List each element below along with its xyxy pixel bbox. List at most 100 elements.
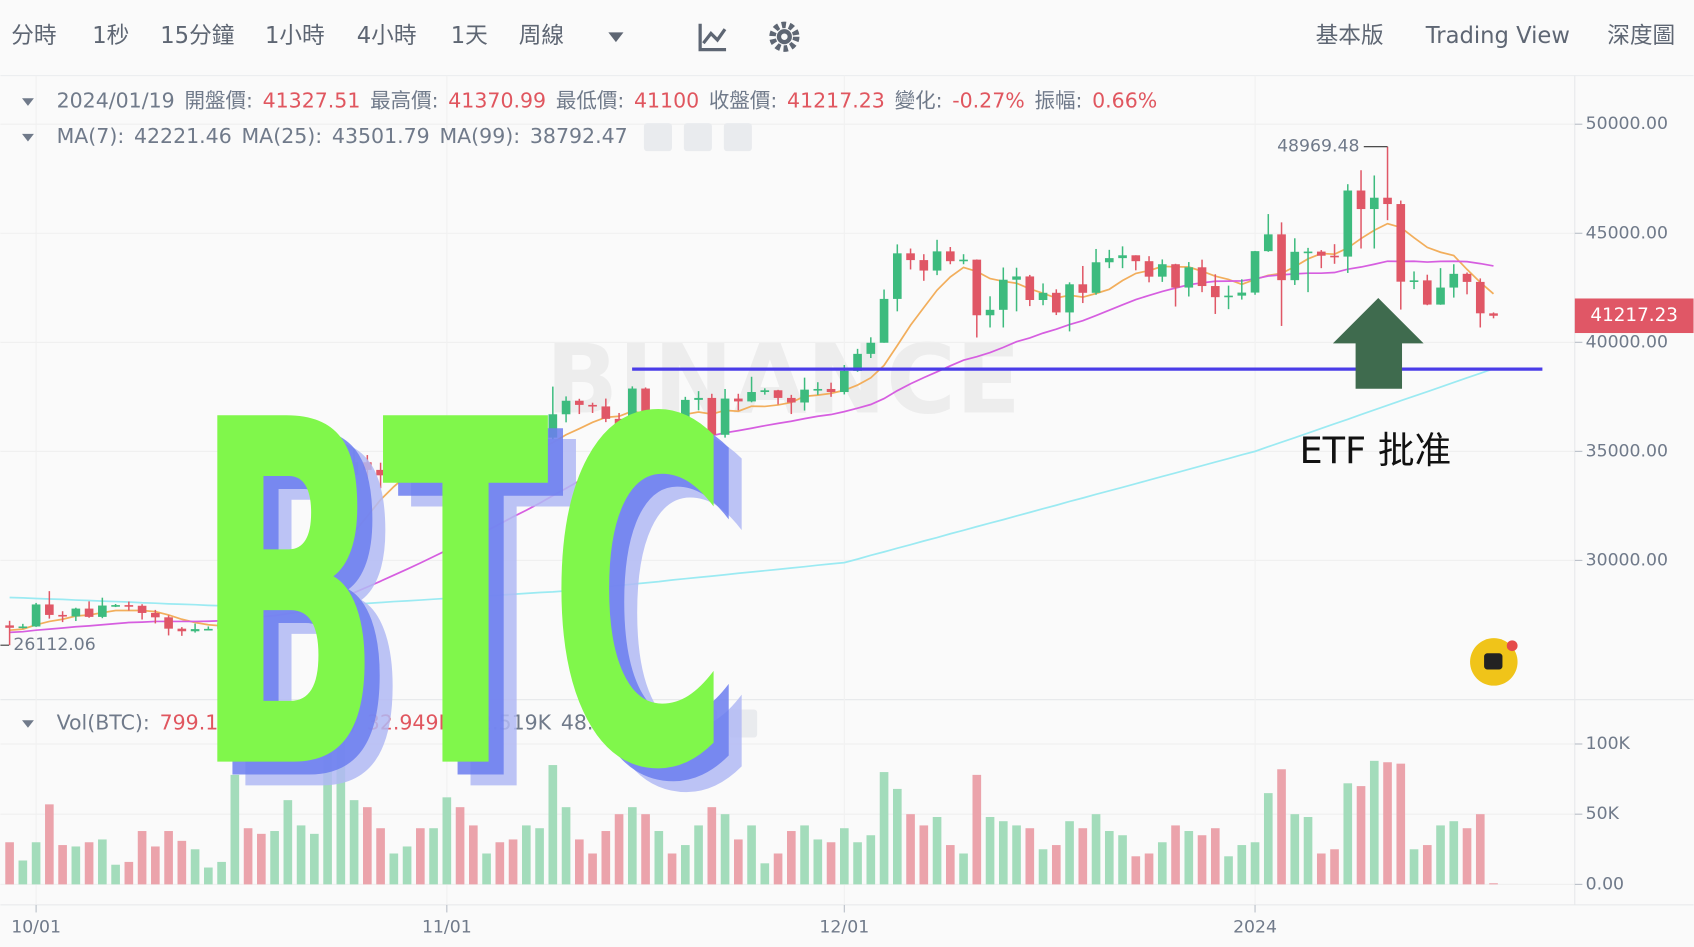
settings-icon[interactable] (769, 21, 800, 52)
candle-body (1263, 234, 1273, 252)
candle-body (1277, 234, 1286, 281)
volume-bar (1316, 853, 1326, 885)
volume-bar (18, 860, 28, 885)
volume-bar (575, 839, 584, 885)
legend-text: 41217.23 (787, 89, 885, 113)
volume-bar (866, 835, 876, 885)
volume-bar (1489, 883, 1498, 885)
volume-bar (906, 814, 915, 885)
legend-text: 最低價: (556, 89, 624, 113)
legend-text: 43501.79 (332, 124, 430, 148)
candle-body (1449, 273, 1459, 288)
legend-text: 開盤價: (184, 89, 252, 113)
volume-bar (1224, 856, 1233, 885)
volume-bar (442, 797, 452, 885)
candle-body (800, 389, 809, 403)
candle-body (71, 608, 81, 617)
candle-body (177, 628, 187, 632)
volume-bar (1184, 831, 1194, 885)
volume-bar (1025, 828, 1035, 885)
volume-bar (1422, 845, 1432, 885)
legend-text: MA(99): (439, 124, 520, 148)
candle-body (548, 414, 558, 438)
interval[interactable]: 1小時 (265, 23, 325, 49)
candle-body (1025, 276, 1035, 300)
chart-type-icon[interactable] (698, 23, 727, 52)
candle-body (575, 400, 584, 405)
volume-bar (892, 788, 902, 885)
candle-body (1210, 286, 1220, 298)
volume-bar (71, 846, 81, 885)
interval[interactable]: 周線 (519, 23, 564, 49)
volume-bar (1210, 828, 1220, 885)
dropdown[interactable] (608, 32, 624, 43)
volume-bar (402, 846, 412, 885)
candle-body (1396, 204, 1406, 282)
interval[interactable]: 15分鐘 (160, 23, 234, 49)
interval[interactable]: 分時 (11, 23, 56, 49)
volume-bar (1449, 821, 1459, 885)
candle-body (1462, 273, 1472, 282)
interval[interactable]: 1秒 (92, 23, 129, 49)
volume-bar (217, 861, 226, 885)
candle-body (1144, 261, 1154, 277)
candle-body (1171, 264, 1180, 288)
volume-bar (177, 840, 187, 885)
candle-body (31, 604, 41, 627)
volume-bar (1290, 814, 1300, 885)
y-tick-label: 100K (1586, 734, 1631, 754)
annotation: ETF 批准 (1299, 429, 1451, 472)
candle-body (1038, 292, 1048, 300)
interval[interactable]: 1天 (451, 23, 488, 49)
candle-body (1489, 313, 1498, 316)
candle-body (84, 608, 94, 617)
ma-line (9, 367, 1494, 610)
interval[interactable]: 4小時 (357, 23, 417, 49)
legend-text: 48.21K (561, 710, 634, 734)
candle-body (1118, 255, 1127, 259)
candle-body (813, 388, 823, 391)
volume-bar (959, 853, 968, 885)
volume-bar (919, 825, 929, 885)
candle-body (1475, 281, 1485, 314)
volume-bar (800, 825, 809, 885)
candle-body (217, 622, 226, 629)
volume-bar (720, 814, 730, 885)
candle-body (310, 560, 319, 563)
collapse-caret (22, 98, 34, 106)
volume-bar (985, 816, 995, 885)
candle-body (786, 397, 796, 403)
ma-line (9, 260, 1494, 634)
candle-body (323, 493, 332, 561)
candle-body (469, 452, 478, 458)
candle-body (892, 253, 902, 299)
candle-body (1436, 287, 1445, 305)
volume-bar (1157, 842, 1167, 885)
volume-bar (1436, 825, 1445, 885)
legend-icon (689, 709, 718, 738)
candle-body (747, 392, 756, 402)
view-tab[interactable]: 基本版 (1316, 23, 1384, 49)
volume-bar (879, 772, 889, 885)
volume-bar (1197, 835, 1207, 885)
candle-body (707, 397, 717, 435)
legend-text: 2024/01/19 (57, 89, 175, 113)
volume-bar (1396, 763, 1406, 885)
candle-body (720, 398, 730, 435)
candle-body (336, 474, 346, 494)
view-tab[interactable]: 深度圖 (1607, 23, 1675, 49)
candle-body (1356, 190, 1366, 210)
price-tag (1574, 298, 1694, 334)
view-tab[interactable]: Trading View (1425, 23, 1570, 49)
candle-body (839, 370, 849, 393)
y-tick-label: 30000.00 (1586, 550, 1668, 570)
volume-bar (204, 867, 213, 885)
chat-button[interactable] (1470, 638, 1518, 686)
legend-text: MA(25): (241, 124, 322, 148)
volume-bar (336, 722, 346, 885)
candle-body (376, 469, 385, 476)
volume-bar (561, 807, 571, 885)
volume-bar (707, 807, 717, 885)
